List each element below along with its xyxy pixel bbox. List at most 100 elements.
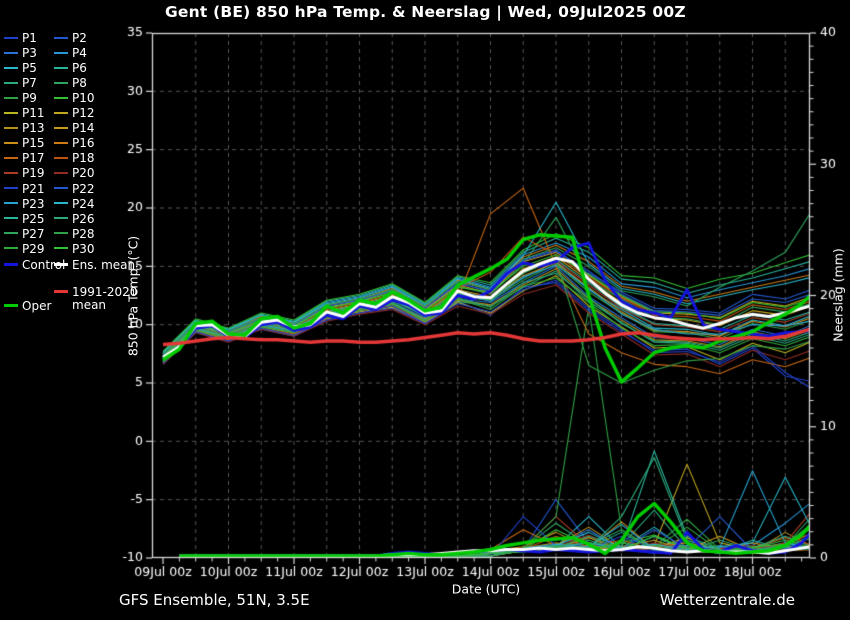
- legend-item-label: P18: [72, 151, 95, 166]
- legend-line-sample: [54, 66, 68, 69]
- legend-line-sample: [54, 156, 68, 159]
- legend-item-p5: P5: [4, 62, 37, 75]
- legend-line-sample: [4, 66, 18, 69]
- legend-line-sample: [4, 217, 18, 220]
- legend-item-p28: P28: [54, 226, 95, 241]
- legend-item-p9: P9: [4, 92, 37, 105]
- legend-line-sample: [54, 217, 68, 220]
- legend-line-sample: [54, 36, 68, 39]
- legend-item-p19: P19: [4, 167, 45, 180]
- legend-item-p16: P16: [54, 137, 95, 150]
- legend-item-label: P24: [72, 196, 95, 211]
- legend-item-p29: P29: [4, 241, 45, 256]
- legend-line-sample: [54, 171, 68, 174]
- legend-line-sample: [4, 304, 18, 307]
- legend-line-sample: [54, 111, 68, 114]
- legend-item-label: P17: [22, 151, 45, 166]
- y-axis-label-precip: Neerslag (mm): [830, 248, 846, 342]
- x-axis-label: Date (UTC): [451, 581, 521, 597]
- legend-line-sample: [4, 156, 18, 159]
- legend-item-p1: P1: [4, 32, 37, 45]
- legend-line-sample: [54, 247, 68, 250]
- legend-item-label: P19: [22, 166, 45, 181]
- legend: P1 P2 P3 P4 P5 P6 P7 P8 P9 P10 P11 P12 P13 P14 P15 P16 P…: [0, 0, 150, 400]
- legend-item-label: P9: [22, 91, 37, 106]
- legend-item-p22: P22: [54, 181, 95, 196]
- legend-line-sample: [4, 202, 18, 205]
- legend-item-label: P28: [72, 226, 95, 241]
- legend-line-sample: [4, 111, 18, 114]
- legend-item-climate-mean: 1991-2020 mean: [54, 286, 137, 312]
- legend-item-label: P7: [22, 76, 37, 91]
- legend-item-p8: P8: [54, 77, 87, 90]
- legend-item-oper: Oper: [4, 300, 51, 313]
- legend-item-p14: P14: [54, 122, 95, 135]
- legend-item-p23: P23: [4, 196, 45, 211]
- legend-item-label: P12: [72, 106, 95, 121]
- legend-item-label: P25: [22, 211, 45, 226]
- legend-item-label: P23: [22, 196, 45, 211]
- legend-item-p30: P30: [54, 241, 95, 256]
- legend-line-sample: [4, 247, 18, 250]
- legend-item-label: P4: [72, 46, 87, 61]
- legend-item-p26: P26: [54, 211, 95, 226]
- legend-line-sample: [4, 263, 18, 266]
- legend-item-p10: P10: [54, 92, 95, 105]
- legend-item-label: P16: [72, 136, 95, 151]
- legend-item-label: Ens. mean: [72, 258, 136, 272]
- legend-item-label: P5: [22, 61, 37, 76]
- legend-line-sample: [54, 81, 68, 84]
- legend-item-p21: P21: [4, 182, 45, 196]
- legend-item-label: P13: [22, 121, 45, 136]
- legend-line-sample: [54, 96, 68, 99]
- legend-item-p25: P25: [4, 211, 45, 226]
- legend-item-p7: P7: [4, 77, 37, 90]
- legend-line-sample: [4, 232, 18, 235]
- legend-item-label: mean: [72, 298, 107, 312]
- legend-item-label: P30: [72, 241, 95, 256]
- legend-line-sample: [4, 141, 18, 144]
- legend-item-p27: P27: [4, 226, 45, 241]
- legend-line-sample: [54, 126, 68, 129]
- legend-item-p18: P18: [54, 152, 95, 165]
- legend-item-label: P26: [72, 211, 95, 226]
- legend-item-label: P22: [72, 181, 95, 196]
- legend-item-label: P10: [72, 91, 95, 106]
- legend-item-control: Control: [4, 259, 65, 272]
- legend-item-label: P15: [22, 136, 45, 151]
- legend-line-sample: [4, 81, 18, 84]
- legend-item-p3: P3: [4, 47, 37, 60]
- legend-item-p12: P12: [54, 107, 95, 120]
- legend-item-label: P29: [22, 241, 45, 256]
- legend-item-label: P3: [22, 46, 37, 61]
- legend-line-sample: [4, 187, 18, 189]
- legend-item-label: P1: [22, 31, 37, 45]
- legend-item-label: P6: [72, 61, 87, 76]
- legend-line-sample: [4, 126, 18, 129]
- legend-line-sample: [54, 202, 68, 205]
- chart-title: Gent (BE) 850 hPa Temp. & Neerslag | Wed…: [165, 3, 686, 21]
- legend-item-label: P11: [22, 106, 45, 121]
- legend-item-label: P20: [72, 166, 95, 181]
- legend-item-p17: P17: [4, 152, 45, 165]
- footer-branding: Wetterzentrale.de: [659, 591, 795, 609]
- legend-line-sample: [54, 232, 68, 235]
- legend-line-sample: [4, 171, 18, 174]
- legend-item-label: P14: [72, 121, 95, 136]
- legend-item-label: Control: [22, 258, 66, 272]
- legend-item-p2: P2: [54, 32, 87, 45]
- legend-item-p11: P11: [4, 107, 45, 120]
- legend-line-sample: [4, 96, 18, 99]
- legend-item-p15: P15: [4, 137, 45, 150]
- legend-line-sample: [4, 51, 18, 54]
- legend-line-sample: [54, 141, 68, 144]
- legend-item-p6: P6: [54, 62, 87, 75]
- legend-item-label: 1991-2020: [72, 285, 138, 299]
- footer-model-info: GFS Ensemble, 51N, 3.5E: [119, 591, 310, 609]
- legend-item-label: P27: [22, 226, 45, 241]
- legend-line-sample: [54, 290, 68, 293]
- legend-item-p20: P20: [54, 167, 95, 180]
- legend-line-sample: [4, 36, 18, 39]
